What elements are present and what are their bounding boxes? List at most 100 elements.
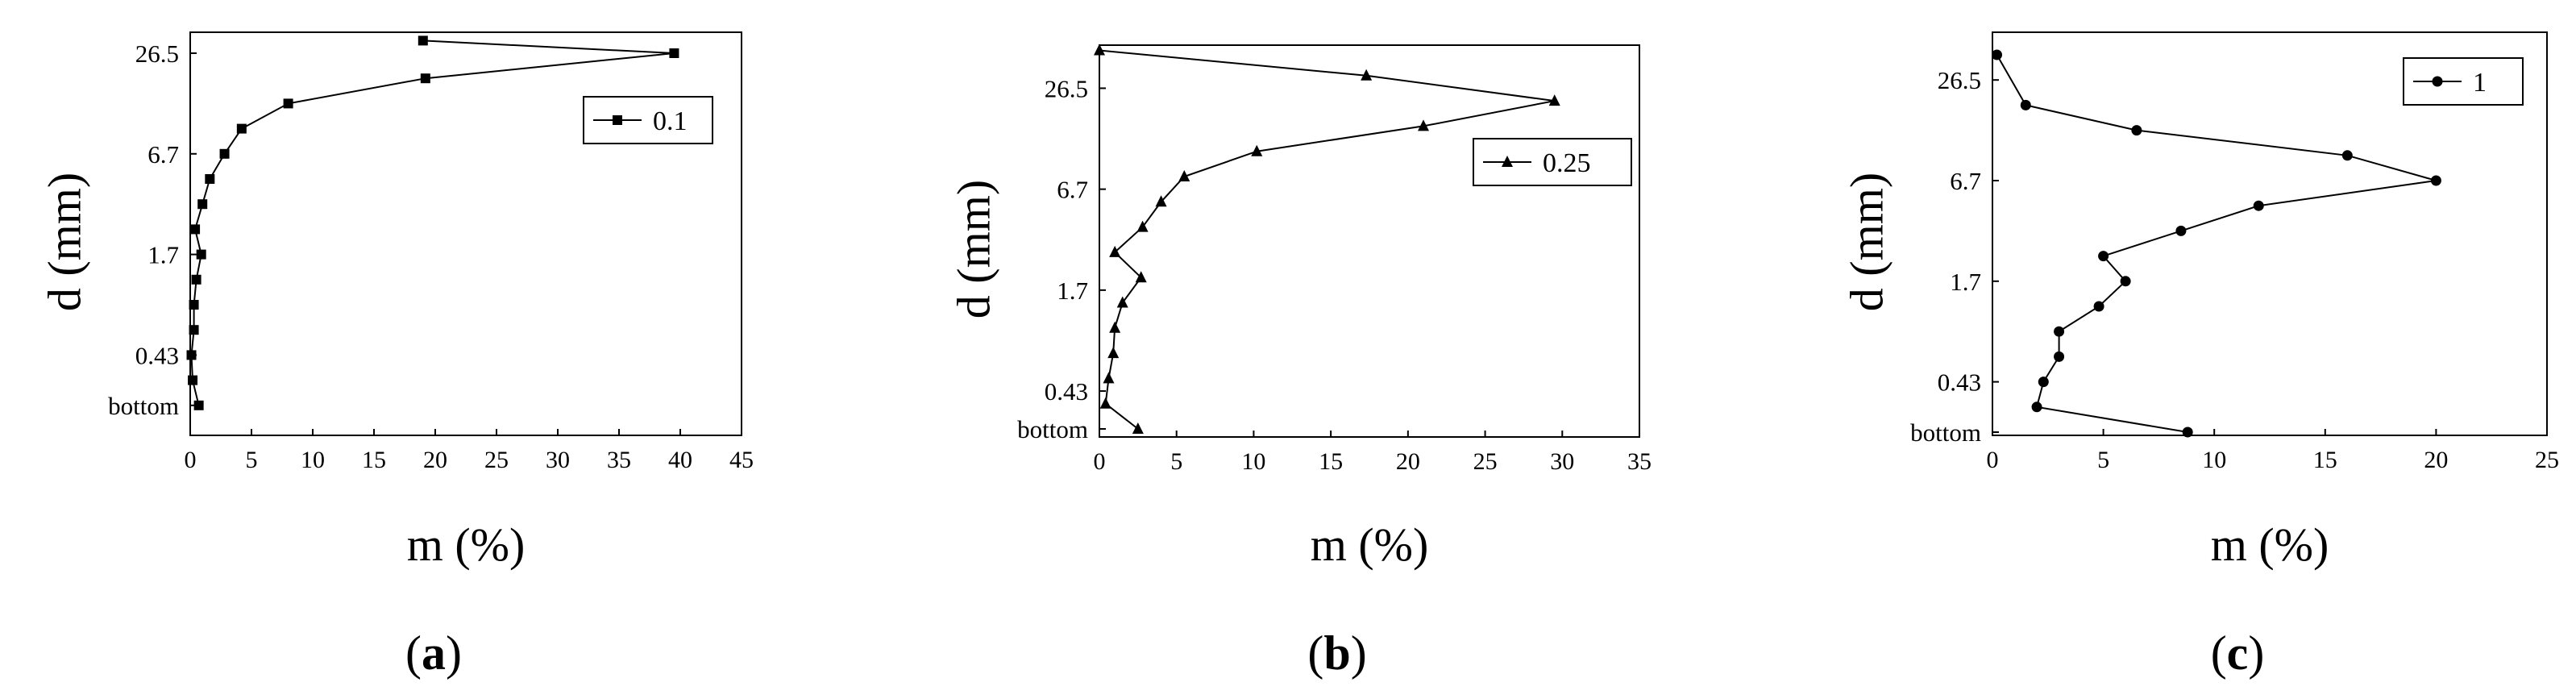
y-tick-label: 26.5 (1045, 74, 1088, 102)
y-tick-label: bottom (1910, 418, 1981, 447)
x-tick-label: 5 (1170, 448, 1182, 475)
data-point (191, 274, 202, 285)
data-point (1361, 69, 1373, 81)
chart-panel-3: 0 5 10 15 20 25 26.5 6.7 1.7 0.43 bottom m (%) d (mm… (1840, 31, 2559, 680)
legend: 0.25 (1473, 138, 1632, 186)
x-tick-label: 40 (668, 447, 692, 473)
legend: 1 (2403, 57, 2524, 106)
data-point (197, 199, 208, 210)
legend-marker (2432, 76, 2443, 87)
legend-marker (1502, 156, 1513, 167)
data-point (1418, 119, 1429, 131)
x-tick-label: 10 (2202, 447, 2226, 473)
y-tick-label: bottom (1017, 415, 1088, 443)
data-point (1548, 94, 1560, 106)
data-point (2182, 426, 2193, 438)
data-point (2054, 351, 2065, 362)
y-axis-label: d (mm) (947, 180, 999, 318)
data-point (219, 148, 230, 159)
data-point (2098, 251, 2109, 262)
y-tick-label: 26.5 (135, 40, 179, 68)
data-point (205, 174, 215, 184)
data-point (1109, 245, 1121, 257)
x-tick-label: 25 (1473, 448, 1498, 475)
y-tick-label: 6.7 (1057, 176, 1088, 204)
data-point (193, 400, 204, 410)
data-point (189, 300, 199, 310)
data-point (1132, 422, 1144, 434)
y-tick-label: 0.43 (135, 341, 179, 369)
series-line (1996, 54, 2437, 433)
chart-panel-1: 0 5 10 15 20 25 30 35 40 45 26.5 6.7 1.7 0.43 bottom m … (38, 31, 754, 680)
x-tick-label: 5 (246, 447, 258, 473)
x-tick-label: 35 (607, 447, 631, 473)
x-tick-label: 5 (2097, 447, 2109, 473)
x-tick-label: 20 (1396, 448, 1420, 475)
legend: 0.1 (583, 96, 713, 144)
legend-marker (613, 115, 622, 125)
legend-label: 0.25 (1543, 148, 1591, 178)
data-point (420, 73, 430, 84)
y-tick-label: bottom (108, 392, 179, 420)
y-axis-label: d (mm) (1840, 173, 1893, 311)
data-point (2038, 377, 2049, 388)
data-point (1135, 271, 1147, 283)
data-point (1251, 144, 1263, 156)
data-point (2054, 326, 2065, 337)
plot-frame (1099, 44, 1640, 438)
data-point (236, 123, 247, 134)
y-tick-label: 1.7 (1057, 277, 1088, 305)
data-point (1136, 220, 1149, 232)
data-point (1109, 321, 1121, 333)
x-tick-label: 25 (484, 447, 509, 473)
data-point (283, 98, 293, 109)
x-axis-label: m (%) (2211, 518, 2329, 571)
data-point (2175, 225, 2187, 236)
x-tick-label: 20 (2424, 447, 2448, 473)
x-tick-label: 0 (1987, 447, 1999, 473)
data-point (2120, 276, 2131, 287)
data-point (418, 35, 428, 46)
x-tick-label: 20 (423, 447, 447, 473)
panel-label: (b) (1307, 626, 1366, 680)
y-tick-label: 1.7 (147, 241, 179, 269)
x-tick-label: 10 (301, 447, 325, 473)
data-point (2031, 402, 2042, 413)
x-tick-label: 15 (1319, 448, 1343, 475)
x-tick-label: 25 (2535, 447, 2559, 473)
data-point (186, 350, 197, 360)
chart-panel-2: 0 5 10 15 20 25 30 35 26.5 6.7 1.7 0.43 bottom m (%) d… (947, 44, 1652, 680)
data-point (1992, 49, 2003, 60)
y-tick-label: 6.7 (147, 140, 179, 169)
x-tick-label: 15 (362, 447, 386, 473)
data-point (190, 224, 201, 235)
plot-frame (189, 31, 742, 436)
data-point (1178, 170, 1190, 181)
panel-label: (a) (405, 626, 462, 680)
series-line (1099, 49, 1555, 430)
data-point (1103, 372, 1115, 384)
x-tick-label: 15 (2313, 447, 2337, 473)
data-point (2020, 99, 2031, 110)
y-tick-label: 0.43 (1045, 377, 1088, 406)
legend-label: 0.1 (653, 106, 688, 136)
x-tick-label: 30 (1550, 448, 1574, 475)
y-tick-label: 0.43 (1938, 368, 1981, 397)
data-point (1107, 347, 1120, 359)
data-point (2253, 200, 2264, 211)
y-tick-label: 6.7 (1950, 167, 1981, 195)
x-tick-label: 10 (1241, 448, 1265, 475)
x-axis-label: m (%) (407, 518, 526, 571)
data-point (2093, 301, 2104, 312)
plot-frame (1992, 31, 2548, 436)
x-tick-label: 35 (1627, 448, 1652, 475)
data-point (189, 325, 199, 335)
data-point (2131, 125, 2142, 136)
data-point (1099, 397, 1111, 409)
data-point (1094, 44, 1105, 56)
x-tick-label: 0 (1094, 448, 1106, 475)
data-point (2341, 150, 2353, 161)
panel-label: (c) (2211, 626, 2265, 680)
x-tick-label: 30 (546, 447, 570, 473)
